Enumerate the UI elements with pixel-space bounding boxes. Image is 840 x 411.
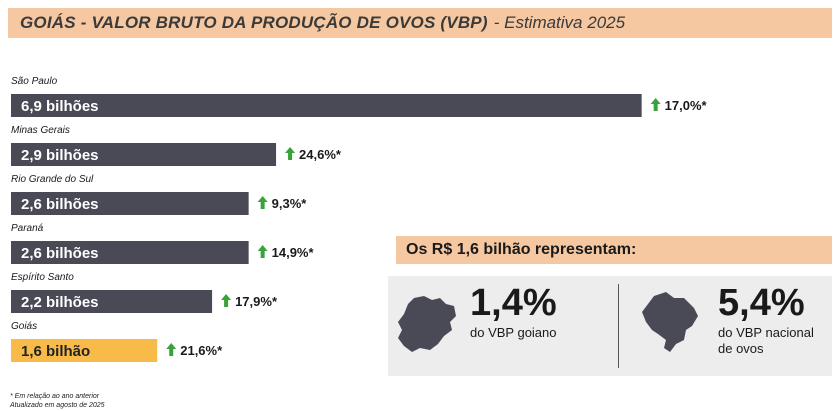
state-label: Paraná (11, 223, 44, 234)
footnote-line: * Em relação ao ano anterior (10, 393, 100, 400)
stat-vbp-goiano: 1,4% do VBP goiano (470, 284, 557, 341)
stat-vbp-nacional: 5,4% do VBP nacional de ovos (718, 284, 814, 357)
bar-value-label: 2,6 bilhões (21, 196, 99, 213)
growth-arrow-icon (166, 343, 177, 356)
growth-label: 17,9%* (235, 294, 278, 309)
bar-value-label: 6,9 bilhões (21, 98, 99, 115)
growth-arrow-icon (257, 245, 268, 258)
bar (11, 241, 249, 264)
bar-value-label: 2,6 bilhões (21, 245, 99, 262)
stat-caption: do VBP goiano (470, 325, 557, 340)
state-label: Espírito Santo (11, 272, 74, 283)
state-label: São Paulo (11, 76, 58, 87)
goias-map-icon (398, 296, 456, 352)
footnotes: * Em relação ao ano anterior Atualizado … (10, 392, 105, 410)
bar (11, 290, 213, 313)
chart-subtitle: - Estimativa 2025 (493, 13, 626, 32)
bar (11, 94, 642, 117)
growth-label: 21,6%* (180, 343, 223, 358)
chart-title-bar: GOIÁS - VALOR BRUTO DA PRODUÇÃO DE OVOS … (8, 8, 832, 38)
chart-title: GOIÁS - VALOR BRUTO DA PRODUÇÃO DE OVOS … (20, 13, 488, 32)
growth-label: 9,3%* (272, 196, 308, 211)
stat-caption: do VBP nacional (718, 325, 814, 340)
growth-arrow-icon (257, 196, 268, 209)
growth-label: 17,0%* (665, 98, 708, 113)
bar (11, 192, 249, 215)
growth-label: 14,9%* (272, 245, 315, 260)
bar-value-label: 1,6 bilhão (21, 343, 90, 360)
bar (11, 143, 277, 166)
growth-label: 24,6%* (299, 147, 342, 162)
bar-value-label: 2,2 bilhões (21, 294, 99, 311)
info-header: Os R$ 1,6 bilhão representam: (396, 236, 832, 264)
stat-value: 5,4% (718, 282, 805, 324)
bar (11, 339, 158, 362)
state-label: Goiás (11, 321, 37, 332)
state-label: Rio Grande do Sul (11, 174, 94, 185)
growth-arrow-icon (650, 98, 661, 111)
state-label: Minas Gerais (11, 125, 70, 136)
stat-caption-2: de ovos (718, 341, 764, 356)
info-panel: 1,4% do VBP goiano 5,4% do VBP nacional … (388, 276, 832, 376)
bar-value-label: 2,9 bilhões (21, 147, 99, 164)
stat-value: 1,4% (470, 282, 557, 324)
brazil-map-icon (642, 292, 698, 352)
footnote-line: Atualizado em agosto de 2025 (10, 402, 105, 409)
growth-arrow-icon (285, 147, 296, 160)
panel-divider (618, 284, 619, 368)
growth-arrow-icon (221, 294, 232, 307)
